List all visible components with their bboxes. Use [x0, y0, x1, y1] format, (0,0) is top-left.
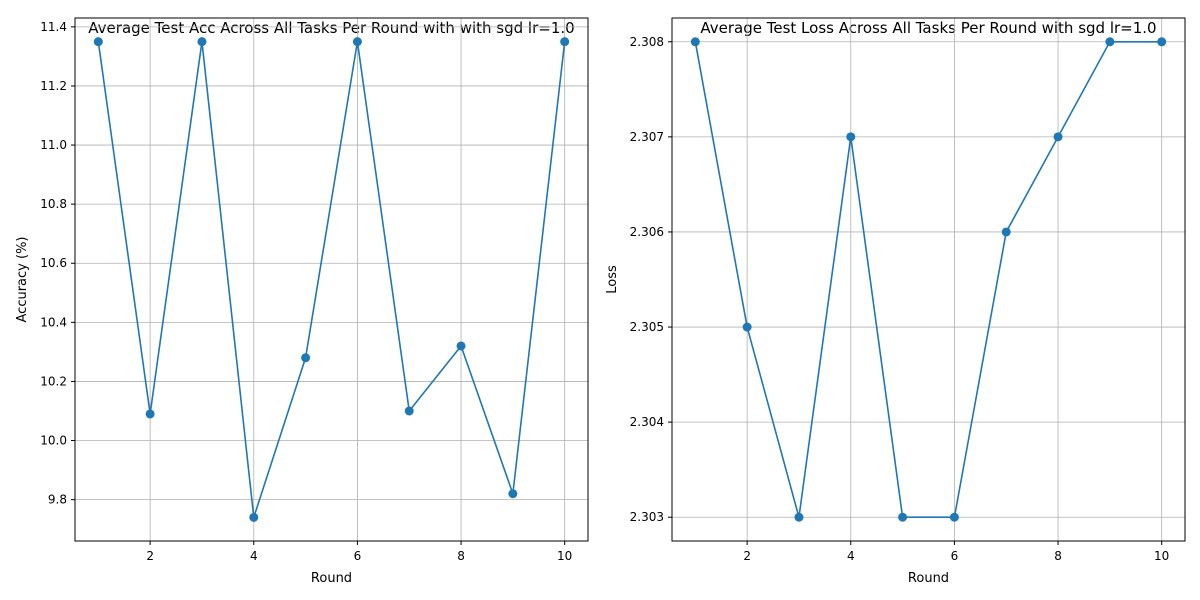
data-point-loss: [898, 512, 908, 522]
y-axis-label-accuracy: Accuracy (%): [15, 237, 30, 323]
data-point-loss: [949, 512, 959, 522]
grid-accuracy: [75, 18, 588, 541]
data-point-loss: [1053, 132, 1063, 142]
data-point-loss: [794, 512, 804, 522]
y-tick-label-loss: 2.307: [630, 130, 664, 144]
y-tick-label-accuracy: 10.2: [40, 374, 67, 388]
y-ticks-loss: 2.303 2.304 2.305 2.306 2.307 2.308: [630, 35, 672, 524]
data-point-loss: [690, 37, 700, 47]
data-point-accuracy: [352, 37, 362, 47]
data-point-accuracy: [145, 409, 155, 419]
subplot-accuracy: Average Test Acc Across All Tasks Per Ro…: [15, 17, 589, 586]
series-line-loss: [694, 40, 1162, 519]
series-loss: [690, 37, 1167, 522]
x-tick-label-accuracy: 6: [354, 549, 362, 563]
series-accuracy: [93, 37, 570, 522]
x-tick-label-accuracy: 2: [146, 549, 154, 563]
x-tick-label-loss: 10: [1154, 549, 1169, 563]
data-point-loss: [846, 132, 856, 142]
x-tick-label-loss: 4: [847, 549, 855, 563]
y-tick-label-loss: 2.308: [630, 35, 664, 49]
x-tick-label-accuracy: 10: [557, 549, 572, 563]
data-point-accuracy: [301, 353, 311, 363]
y-tick-label-accuracy: 11.2: [40, 79, 67, 93]
y-tick-label-loss: 2.305: [630, 320, 664, 334]
y-tick-label-accuracy: 11.4: [40, 20, 67, 34]
y-tick-label-loss: 2.304: [630, 415, 664, 429]
x-ticks-accuracy: 2 4 6 8 10: [146, 541, 572, 563]
data-point-accuracy: [93, 37, 103, 47]
data-point-accuracy: [249, 512, 259, 522]
series-line-accuracy: [97, 41, 566, 518]
x-tick-label-loss: 8: [1054, 549, 1062, 563]
y-tick-label-loss: 2.306: [630, 225, 664, 239]
y-tick-label-accuracy: 10.6: [40, 256, 67, 270]
y-tick-label-loss: 2.303: [630, 510, 664, 524]
data-point-loss: [1105, 37, 1115, 47]
data-point-accuracy: [197, 37, 207, 47]
x-axis-label-accuracy: Round: [311, 571, 352, 586]
x-axis-label-loss: Round: [908, 571, 949, 586]
grid-loss: [672, 18, 1185, 541]
x-tick-label-accuracy: 4: [250, 549, 258, 563]
y-tick-label-accuracy: 9.8: [48, 493, 67, 507]
y-tick-label-accuracy: 10.4: [40, 315, 67, 329]
y-tick-label-accuracy: 11.0: [40, 138, 67, 152]
axes-frame-accuracy: [74, 17, 589, 542]
data-point-loss: [1157, 37, 1167, 47]
x-tick-label-loss: 2: [743, 549, 751, 563]
data-point-loss: [742, 322, 752, 332]
data-point-accuracy: [560, 37, 570, 47]
chart-title-loss: Average Test Loss Across All Tasks Per R…: [700, 19, 1156, 37]
data-point-accuracy: [456, 341, 466, 351]
x-tick-label-loss: 6: [951, 549, 959, 563]
x-ticks-loss: 2 4 6 8 10: [743, 541, 1169, 563]
data-point-loss: [1001, 227, 1011, 237]
y-axis-label-loss: Loss: [605, 265, 620, 294]
x-tick-label-accuracy: 8: [457, 549, 465, 563]
y-tick-label-accuracy: 10.0: [40, 434, 67, 448]
subplot-loss: Average Test Loss Across All Tasks Per R…: [605, 17, 1186, 586]
chart-title-accuracy: Average Test Acc Across All Tasks Per Ro…: [88, 19, 574, 37]
axes-frame-loss: [671, 17, 1186, 542]
data-point-accuracy: [404, 406, 414, 416]
data-point-accuracy: [508, 489, 518, 499]
y-ticks-accuracy: 9.8 10.0 10.2 10.4 10.6 10.8 11.0 11.2 11.4: [40, 20, 75, 507]
y-tick-label-accuracy: 10.8: [40, 197, 67, 211]
